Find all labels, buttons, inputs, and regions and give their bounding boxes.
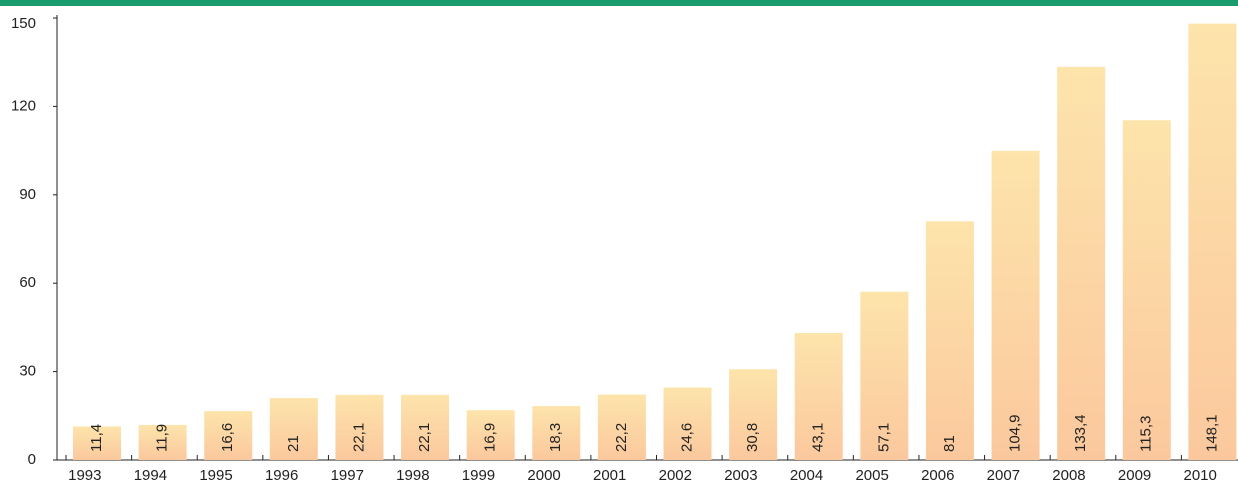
value-label: 24,6: [678, 423, 695, 452]
top-band: [0, 0, 1238, 6]
value-label: 115,3: [1138, 416, 1155, 452]
bar: [663, 387, 712, 460]
x-tick-label: 2004: [790, 467, 823, 484]
x-tick-label: 1994: [134, 467, 167, 484]
bar: [335, 394, 384, 460]
x-tick-label: 1999: [462, 467, 495, 484]
x-tick-label: 1995: [199, 467, 232, 484]
y-tick-label: 0: [28, 451, 36, 468]
value-label: 16,6: [219, 423, 236, 452]
value-label: 43,1: [810, 423, 827, 452]
value-label: 148,1: [1203, 414, 1220, 452]
x-tick-label: 2003: [724, 467, 757, 484]
value-label: 11,4: [88, 424, 105, 452]
bar: [269, 398, 318, 460]
value-label: 104,9: [1007, 414, 1024, 452]
value-label: 22,1: [416, 423, 433, 452]
x-tick-label: 2005: [855, 467, 888, 484]
value-label: 30,8: [744, 423, 761, 452]
bar: [597, 394, 646, 460]
x-tick-label: 1998: [396, 467, 429, 484]
x-tick-label: 2008: [1052, 467, 1085, 484]
bar: [532, 406, 581, 460]
value-label: 22,1: [350, 423, 367, 452]
bar: [204, 411, 253, 460]
bar: [991, 150, 1040, 461]
bar: [925, 221, 974, 460]
x-tick-label: 2001: [593, 467, 626, 484]
y-tick-label: 150: [11, 15, 36, 32]
bar: [401, 394, 450, 460]
value-label: 81: [941, 435, 958, 452]
value-label: 16,9: [482, 423, 499, 452]
x-tick-label: 2006: [921, 467, 954, 484]
bar: [860, 291, 909, 460]
x-tick-label: 2010: [1184, 467, 1217, 484]
x-tick-label: 1997: [331, 467, 364, 484]
bar: [1188, 23, 1237, 461]
bar: [73, 426, 121, 460]
x-tick-label: 2000: [527, 467, 560, 484]
y-tick-label: 90: [19, 186, 36, 203]
x-tick-label: 2007: [987, 467, 1020, 484]
bar: [794, 332, 843, 460]
y-tick-label: 60: [19, 274, 36, 291]
bar: [1057, 66, 1106, 460]
value-label: 18,3: [547, 423, 564, 452]
y-tick-label: 120: [11, 97, 36, 114]
bar: [138, 424, 187, 460]
bar: [466, 410, 515, 460]
value-label: 11,9: [154, 424, 171, 452]
x-tick-label: 1993: [68, 467, 101, 484]
bar: [1122, 120, 1171, 461]
bar: [729, 369, 778, 460]
value-label: 21: [285, 435, 302, 452]
x-tick-label: 2002: [659, 467, 692, 484]
value-label: 133,4: [1072, 414, 1089, 452]
x-tick-label: 1996: [265, 467, 298, 484]
value-label: 22,2: [613, 423, 630, 452]
y-tick-label: 30: [19, 363, 36, 380]
x-tick-label: 2009: [1118, 467, 1151, 484]
value-label: 57,1: [875, 423, 892, 452]
